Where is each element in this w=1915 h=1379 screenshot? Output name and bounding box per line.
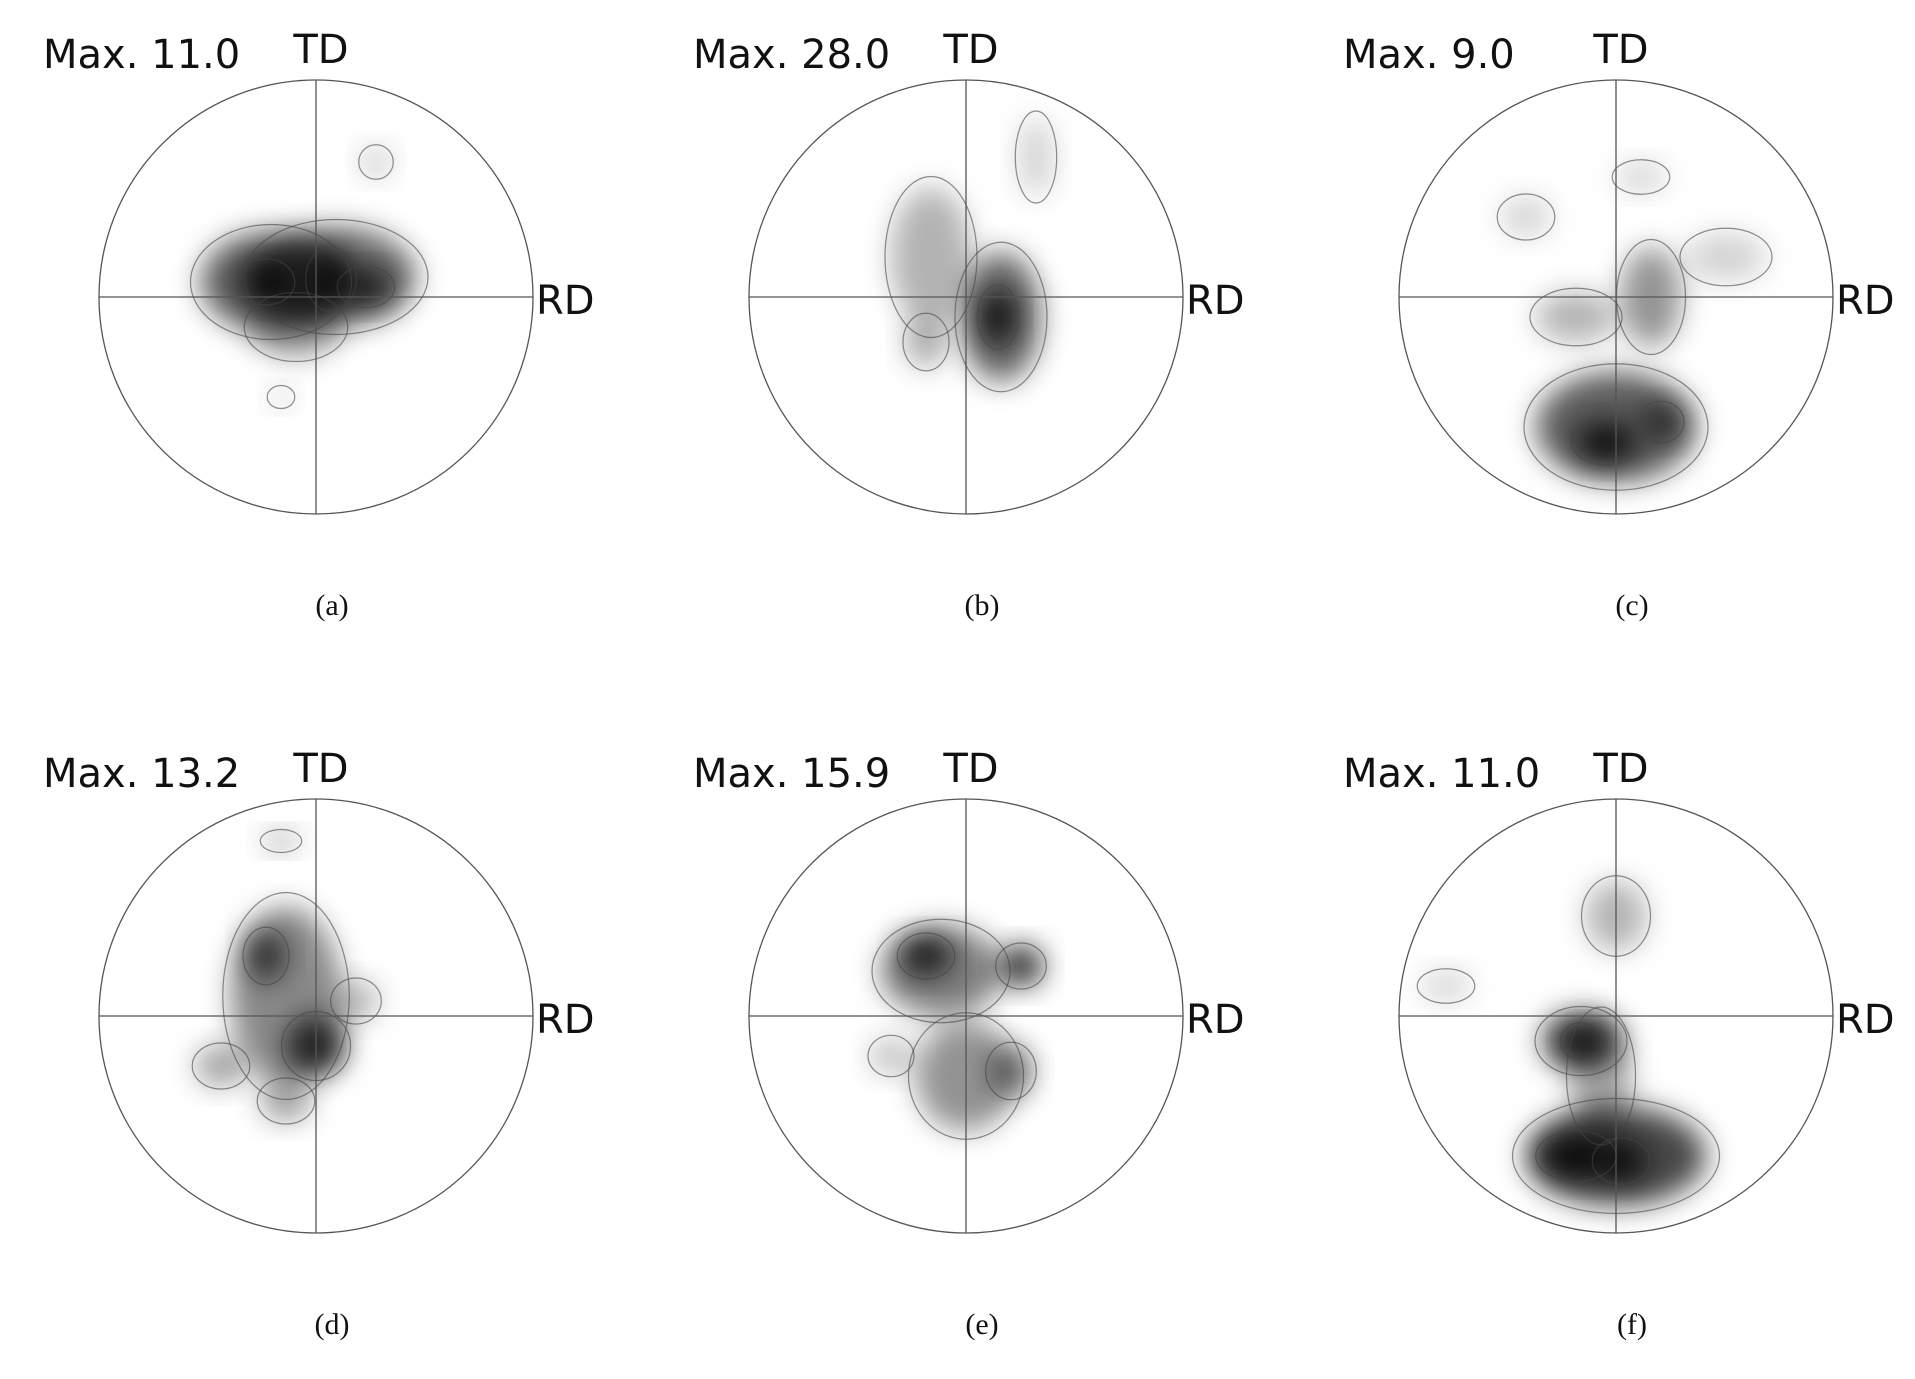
contour-line [266, 384, 296, 410]
contour-line [1570, 418, 1642, 466]
contour-line [242, 926, 290, 986]
density-map [191, 828, 382, 1125]
contour-line [243, 218, 429, 336]
contour-line [954, 241, 1048, 393]
td-label: TD [292, 746, 348, 792]
density-blob [1536, 292, 1616, 342]
density-blob [1018, 117, 1054, 197]
density-blob [246, 931, 286, 981]
contour-line [256, 1077, 316, 1125]
contour-line [243, 291, 349, 363]
contour-line [1565, 1006, 1637, 1146]
density-blob [196, 1046, 246, 1086]
contour-line [259, 828, 303, 854]
pole-figure: Max. 11.0 TD RD (f) [1343, 746, 1895, 1341]
max-label: Max. 11.0 [1343, 751, 1540, 797]
caption: (b) [965, 589, 1000, 622]
pole-figure: Max. 15.9 TD RD (e) [693, 746, 1245, 1341]
density-map [189, 144, 429, 410]
contour-line [1529, 287, 1623, 347]
contour-line [191, 1042, 251, 1090]
density-blob [1686, 232, 1766, 282]
caption: (f) [1617, 1308, 1647, 1341]
contour-line [1416, 968, 1476, 1004]
contour-line [1559, 1021, 1603, 1060]
contour-line [1591, 1137, 1651, 1185]
density-blob [309, 251, 353, 307]
density-blob [361, 147, 391, 177]
td-label: TD [1592, 746, 1648, 792]
density-blob [334, 981, 378, 1021]
max-label: Max. 11.0 [43, 32, 240, 78]
contour-line [358, 144, 394, 180]
td-label: TD [942, 27, 998, 73]
caption: (e) [965, 1308, 998, 1341]
rd-label: RD [1836, 278, 1895, 324]
contour-line [976, 284, 1020, 350]
rd-label: RD [1836, 997, 1895, 1043]
contour-line [336, 265, 396, 309]
td-label: TD [942, 746, 998, 792]
contour-line [1496, 193, 1556, 241]
contour-line [1534, 1005, 1628, 1077]
caption: (a) [315, 589, 348, 622]
rd-label: RD [536, 278, 595, 324]
density-blob [251, 297, 341, 357]
density-map [867, 918, 1047, 1140]
contour-line [871, 918, 1011, 1024]
density-map [1416, 875, 1721, 1215]
contour-line [1637, 400, 1685, 444]
density-blob [261, 1081, 311, 1121]
density-blob [871, 1038, 911, 1074]
density-blob [341, 269, 391, 305]
density-blob [269, 387, 293, 407]
contour-line [884, 175, 978, 339]
density-blob [901, 936, 951, 976]
density-blob [891, 187, 971, 327]
density-blob [980, 289, 1016, 345]
caption: (c) [1615, 589, 1648, 622]
contour-line [1014, 110, 1058, 204]
density-blob [1576, 422, 1636, 462]
max-label: Max. 13.2 [43, 751, 240, 797]
contour-line [995, 942, 1047, 990]
density-blob [1421, 971, 1471, 1001]
contour-line [985, 1041, 1037, 1101]
contour-line [1679, 227, 1773, 287]
contour-line [305, 246, 357, 312]
td-label: TD [292, 27, 348, 73]
td-label: TD [1592, 27, 1648, 73]
density-blob [1501, 197, 1551, 237]
density-blob [906, 317, 946, 367]
density-blob [241, 262, 291, 302]
contour-line [222, 891, 350, 1101]
pole-figure: Max. 9.0 TD RD (c) [1343, 27, 1895, 622]
rd-label: RD [536, 997, 595, 1043]
contour-line [902, 312, 950, 372]
max-label: Max. 15.9 [693, 751, 890, 797]
contour-line [1611, 159, 1671, 195]
pole-figure: Max. 11.0 TD RD (a) [43, 27, 595, 622]
density-blob [989, 1046, 1033, 1096]
contour-line [236, 258, 296, 306]
contour-line [896, 932, 956, 980]
contour-line [189, 223, 353, 341]
max-label: Max. 9.0 [1343, 32, 1515, 78]
contour-line [867, 1034, 915, 1078]
pole-figure: Max. 13.2 TD RD (d) [43, 746, 595, 1341]
rd-label: RD [1186, 997, 1245, 1043]
contour-line [330, 977, 382, 1025]
density-blob [263, 831, 299, 851]
density-map [1496, 159, 1773, 491]
density-blob [1641, 404, 1681, 440]
max-label: Max. 28.0 [693, 32, 890, 78]
density-map [884, 110, 1058, 393]
rd-label: RD [1186, 278, 1245, 324]
caption: (d) [315, 1308, 350, 1341]
pole-figure: Max. 28.0 TD RD (b) [693, 27, 1245, 622]
density-blob [1616, 162, 1666, 192]
